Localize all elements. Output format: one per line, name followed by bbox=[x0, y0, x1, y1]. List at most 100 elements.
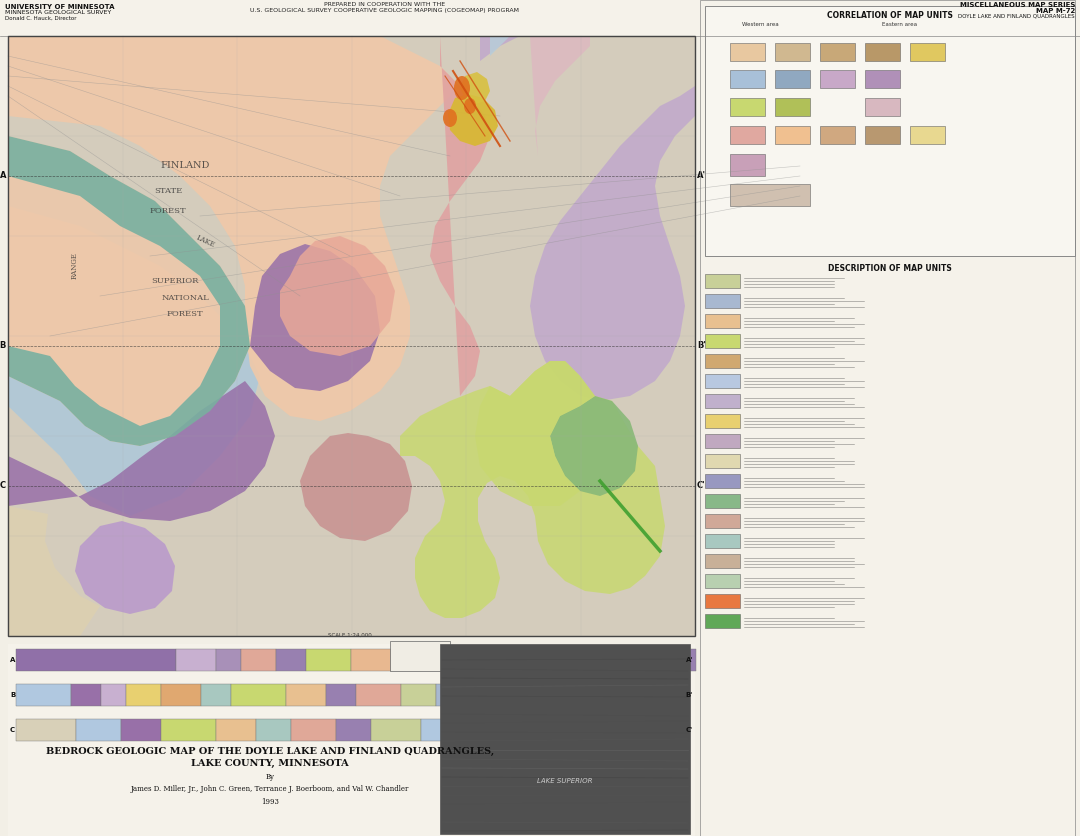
Bar bbox=[705, 294, 740, 308]
Bar bbox=[730, 43, 765, 61]
Polygon shape bbox=[300, 433, 411, 541]
Bar bbox=[241, 649, 276, 671]
Bar bbox=[351, 649, 391, 671]
Bar bbox=[705, 494, 740, 508]
Text: NATIONAL: NATIONAL bbox=[161, 294, 208, 302]
Bar bbox=[286, 684, 326, 706]
Text: PREPARED IN COOPERATION WITH THE: PREPARED IN COOPERATION WITH THE bbox=[324, 2, 446, 7]
Bar bbox=[865, 98, 900, 116]
Bar bbox=[8, 644, 696, 836]
Bar bbox=[586, 719, 626, 741]
Bar bbox=[820, 43, 855, 61]
Bar bbox=[705, 274, 740, 288]
Bar bbox=[8, 36, 696, 636]
Polygon shape bbox=[8, 506, 100, 636]
Bar bbox=[556, 684, 600, 706]
Text: MINNESOTA GEOLOGICAL SURVEY: MINNESOTA GEOLOGICAL SURVEY bbox=[5, 10, 111, 15]
Bar bbox=[16, 649, 176, 671]
Ellipse shape bbox=[443, 109, 457, 127]
Bar bbox=[730, 70, 765, 88]
Bar bbox=[102, 684, 126, 706]
Bar bbox=[421, 719, 461, 741]
Text: A': A' bbox=[697, 171, 706, 181]
Bar bbox=[256, 719, 291, 741]
Bar bbox=[775, 126, 810, 144]
Bar bbox=[526, 684, 556, 706]
Polygon shape bbox=[8, 136, 249, 446]
Polygon shape bbox=[448, 94, 498, 146]
Bar bbox=[705, 614, 740, 628]
Bar bbox=[507, 719, 541, 741]
Text: SCALE 1:24,000: SCALE 1:24,000 bbox=[328, 633, 372, 638]
Bar bbox=[391, 649, 421, 671]
Polygon shape bbox=[475, 361, 595, 506]
Text: FOREST: FOREST bbox=[150, 207, 187, 215]
Bar bbox=[390, 641, 450, 671]
Bar bbox=[700, 0, 1075, 836]
Bar bbox=[511, 649, 546, 671]
Text: FINLAND: FINLAND bbox=[160, 161, 210, 171]
Text: C: C bbox=[10, 727, 15, 733]
Polygon shape bbox=[490, 36, 510, 56]
Polygon shape bbox=[75, 521, 175, 614]
Text: Donald C. Hauck, Director: Donald C. Hauck, Director bbox=[5, 16, 77, 21]
Bar bbox=[820, 70, 855, 88]
Text: LAKE COUNTY, MINNESOTA: LAKE COUNTY, MINNESOTA bbox=[191, 759, 349, 768]
Bar bbox=[0, 0, 1080, 36]
Bar bbox=[705, 414, 740, 428]
Bar bbox=[276, 649, 306, 671]
Bar bbox=[820, 126, 855, 144]
Ellipse shape bbox=[454, 76, 470, 100]
Bar bbox=[16, 684, 71, 706]
Bar bbox=[600, 684, 636, 706]
Bar bbox=[705, 574, 740, 588]
Bar bbox=[126, 684, 161, 706]
Bar bbox=[471, 649, 511, 671]
Polygon shape bbox=[8, 36, 455, 446]
Bar bbox=[705, 534, 740, 548]
Bar bbox=[636, 684, 676, 706]
Bar bbox=[161, 719, 216, 741]
Bar bbox=[705, 434, 740, 448]
Text: C': C' bbox=[697, 482, 705, 491]
Bar bbox=[356, 684, 401, 706]
Text: DESCRIPTION OF MAP UNITS: DESCRIPTION OF MAP UNITS bbox=[828, 264, 951, 273]
Bar bbox=[671, 649, 696, 671]
Bar bbox=[626, 719, 676, 741]
Text: CORRELATION OF MAP UNITS: CORRELATION OF MAP UNITS bbox=[827, 11, 953, 20]
Bar bbox=[910, 126, 945, 144]
Text: C': C' bbox=[686, 727, 693, 733]
Bar bbox=[865, 43, 900, 61]
Bar bbox=[591, 649, 621, 671]
Text: B: B bbox=[0, 341, 6, 350]
Bar bbox=[546, 649, 591, 671]
Polygon shape bbox=[8, 176, 260, 516]
Bar bbox=[705, 314, 740, 328]
Text: A': A' bbox=[686, 657, 693, 663]
Text: LAKE: LAKE bbox=[194, 233, 216, 249]
Bar bbox=[775, 70, 810, 88]
Bar bbox=[705, 354, 740, 368]
Text: Western area: Western area bbox=[742, 22, 779, 27]
Text: STATE: STATE bbox=[153, 187, 183, 195]
Bar bbox=[910, 43, 945, 61]
Bar bbox=[700, 0, 1080, 836]
Bar bbox=[176, 649, 216, 671]
Bar bbox=[705, 474, 740, 488]
Polygon shape bbox=[480, 36, 696, 401]
Polygon shape bbox=[430, 36, 490, 396]
Bar bbox=[705, 454, 740, 468]
Bar bbox=[231, 684, 286, 706]
Bar bbox=[730, 184, 810, 206]
Bar bbox=[705, 374, 740, 388]
Bar bbox=[865, 70, 900, 88]
Bar bbox=[730, 126, 765, 144]
Polygon shape bbox=[550, 396, 638, 496]
Text: DOYLE LAKE AND FINLAND QUADRANGLES: DOYLE LAKE AND FINLAND QUADRANGLES bbox=[958, 14, 1075, 19]
Bar bbox=[216, 649, 241, 671]
Text: B': B' bbox=[686, 692, 693, 698]
Polygon shape bbox=[8, 36, 260, 516]
Bar bbox=[216, 719, 256, 741]
Bar bbox=[541, 719, 586, 741]
Text: By: By bbox=[266, 773, 274, 781]
